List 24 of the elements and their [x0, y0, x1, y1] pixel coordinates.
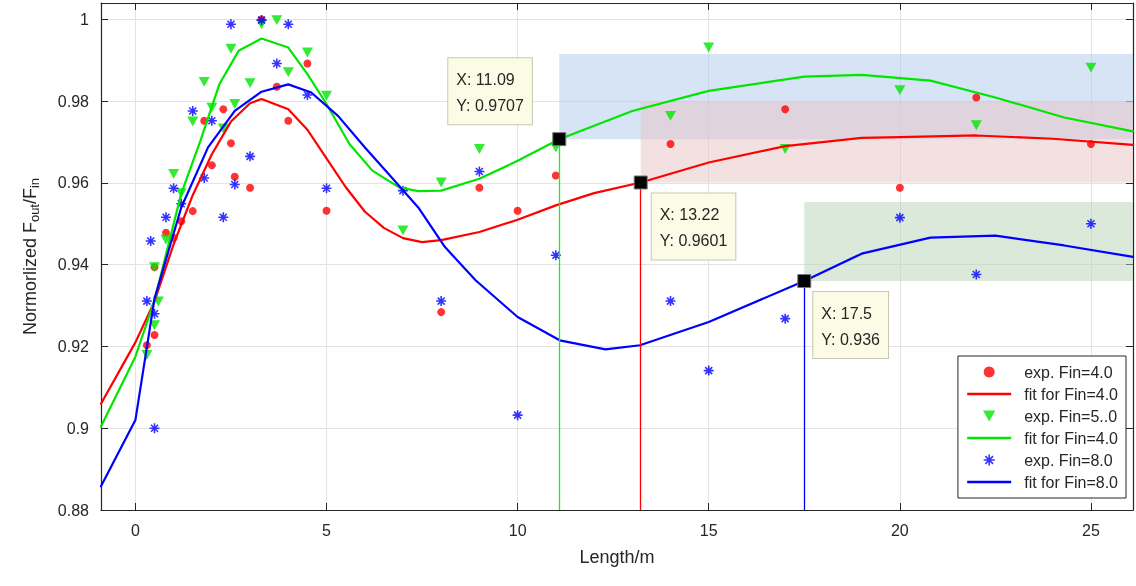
y-tick-label: 0.96 [57, 174, 90, 192]
x-tick-label: 0 [130, 521, 140, 539]
x-axis-title: Length/m [579, 547, 655, 567]
legend-label: fit for Fin=4.0 [1024, 429, 1119, 447]
y-tick-label: 1 [80, 10, 90, 28]
y-tick-label: 0.94 [57, 256, 90, 274]
annotation: X: 13.22 Y: 0.9601 [659, 205, 728, 249]
annotation: X: 11.09 Y: 0.9707 [456, 70, 524, 114]
x-tick-label: 20 [890, 521, 909, 539]
x-tick-label: 5 [322, 521, 332, 539]
legend-label: exp. Fin=5..0 [1024, 407, 1118, 425]
legend-label: exp. Fin=4.0 [1024, 363, 1113, 381]
y-tick-label: 0.88 [57, 501, 90, 519]
x-tick-label: 10 [508, 521, 527, 539]
x-tick-label: 15 [699, 521, 718, 539]
annotation: X: 17.5 Y: 0.936 [821, 304, 881, 348]
y-axis-title: Normorlized Fout/Fin [19, 177, 42, 336]
y-tick-label: 0.98 [57, 92, 90, 110]
legend-label: fit for Fin=4.0 [1024, 385, 1119, 403]
legend-label: fit for Fin=8.0 [1024, 473, 1119, 491]
x-tick-label: 25 [1082, 521, 1100, 539]
y-tick-label: 0.92 [57, 337, 90, 355]
legend-label: exp. Fin=8.0 [1024, 451, 1113, 469]
y-tick-label: 0.9 [66, 419, 90, 437]
